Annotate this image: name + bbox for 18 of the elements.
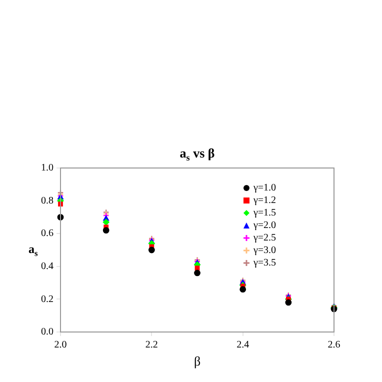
y-tick-label: 0.6 [41, 228, 54, 240]
x-tick-label: 2.4 [236, 340, 250, 351]
x-tick-label: 2.0 [54, 340, 67, 351]
x-axis-title: β [194, 353, 201, 368]
y-tick-label: 0.8 [41, 195, 54, 206]
legend-label: γ=3.5 [252, 258, 276, 269]
legend-label: γ=2.5 [252, 232, 276, 244]
y-tick-label: 0.0 [41, 326, 54, 338]
legend-label: γ=3.0 [252, 245, 276, 256]
y-tick-label: 0.2 [41, 294, 54, 305]
legend-label: γ=1.2 [252, 195, 276, 206]
legend-label: γ=2.0 [252, 220, 276, 232]
x-tick-label: 2.6 [328, 340, 340, 351]
legend-label: γ=1.5 [252, 208, 276, 219]
x-tick-label: 2.2 [145, 340, 158, 351]
legend-label: γ=1.0 [252, 182, 276, 194]
y-tick-label: 1.0 [41, 162, 54, 174]
y-tick-label: 0.4 [41, 261, 54, 272]
